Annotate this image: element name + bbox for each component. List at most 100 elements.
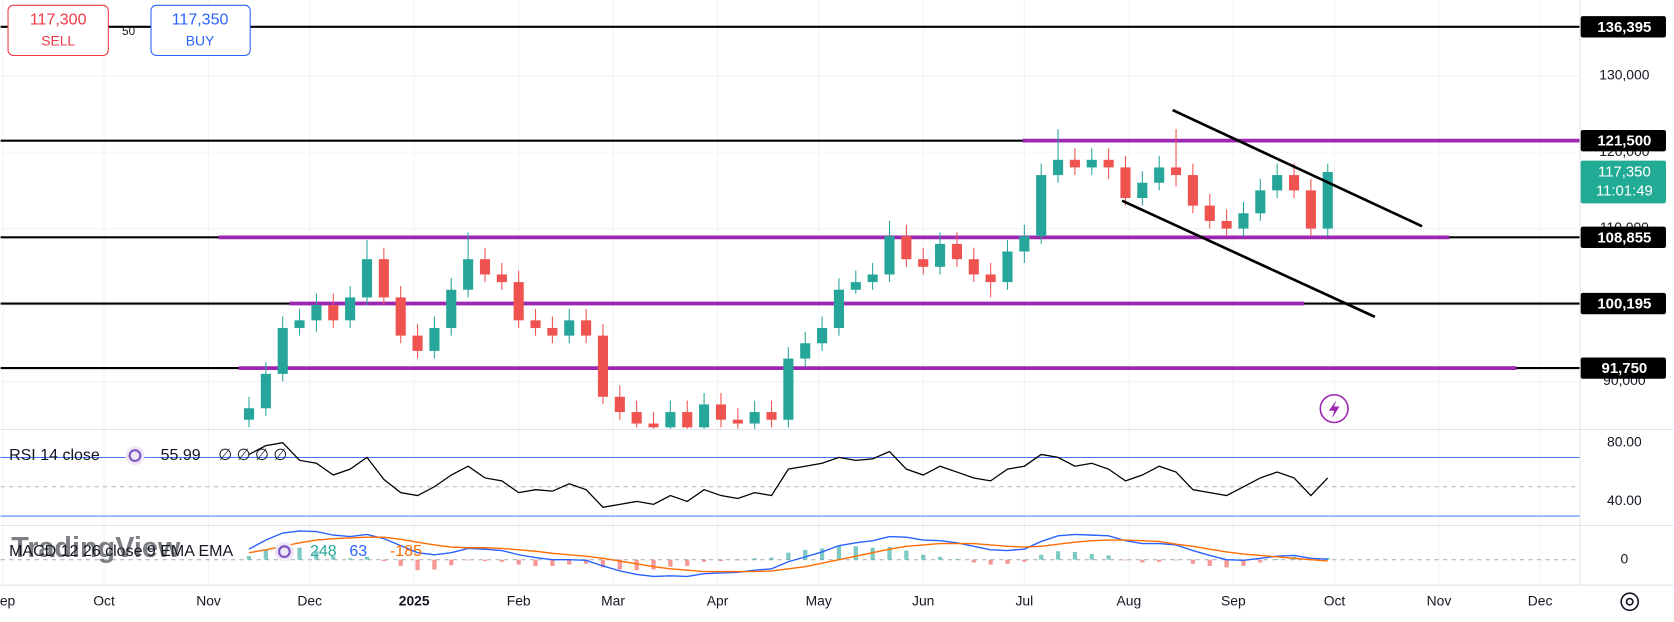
- grid: [0, 0, 1580, 585]
- macd-histogram: [449, 559, 454, 566]
- macd-histogram: [836, 545, 842, 560]
- candle-body: [1322, 172, 1333, 229]
- macd-tick-label: 0: [1621, 550, 1629, 566]
- macd-histogram: [381, 559, 386, 562]
- candle-body: [631, 412, 642, 424]
- candle-body: [463, 259, 474, 290]
- sell-button[interactable]: [7, 4, 109, 57]
- candle-body: [850, 282, 861, 290]
- candle-body: [783, 358, 794, 420]
- candle-body: [530, 320, 541, 328]
- rsi-line: [248, 442, 1329, 508]
- candle-body: [547, 327, 558, 336]
- candle-body: [732, 419, 743, 424]
- rsi-placeholders: ∅ ∅ ∅ ∅: [218, 447, 287, 464]
- candle-body: [1187, 175, 1198, 206]
- macd-histogram: [1173, 559, 1179, 561]
- candle-body: [682, 412, 693, 428]
- candle-body: [1255, 190, 1266, 214]
- candle-body: [901, 236, 912, 260]
- gear-icon[interactable]: [1620, 592, 1640, 612]
- macd-histogram: [853, 546, 858, 560]
- signal-value: -185: [390, 543, 422, 560]
- macd-histogram: [432, 559, 437, 570]
- macd-title: MACD 12 26 close 9 EMA EMA: [9, 543, 233, 560]
- trendline: [1172, 108, 1423, 228]
- x-tick-label: Sep: [1221, 592, 1246, 608]
- macd-histogram: [600, 559, 606, 568]
- x-tick-label: Nov: [1427, 592, 1452, 608]
- candle-body: [1002, 251, 1013, 283]
- candle-body: [1238, 213, 1249, 229]
- candle-body: [1069, 159, 1080, 168]
- macd-histogram: [1275, 558, 1280, 560]
- candle-body: [833, 289, 844, 328]
- macd-histogram: [971, 559, 976, 563]
- macd-histogram: [937, 556, 943, 560]
- x-tick-label: 2025: [399, 592, 430, 608]
- settings-icon[interactable]: [125, 445, 145, 466]
- macd-histogram: [347, 558, 353, 560]
- level-label: 100,195: [1597, 296, 1651, 313]
- macd-value: 63: [349, 543, 367, 560]
- countdown: 11:01:49: [1596, 183, 1653, 200]
- candle-body: [1103, 159, 1114, 168]
- candle-body: [328, 305, 339, 321]
- candle-body: [429, 327, 440, 351]
- macd-histogram: [364, 556, 370, 560]
- candle-body: [1120, 167, 1131, 199]
- candle-body: [665, 412, 676, 428]
- level-badge: [1580, 226, 1666, 249]
- macd-histogram: [1039, 554, 1044, 560]
- candle-body: [395, 297, 406, 336]
- x-tick-label: Dec: [1528, 592, 1553, 608]
- candle-body: [715, 404, 727, 420]
- price-pane: [0, 25, 1580, 429]
- macd-histogram: [1089, 554, 1094, 560]
- macd-histogram: [752, 558, 757, 560]
- macd-histogram: [499, 559, 504, 562]
- macd-histogram: [634, 559, 639, 571]
- candle-body: [513, 282, 524, 321]
- buy-button[interactable]: [150, 4, 251, 57]
- last-price-label: 117,350: [1598, 163, 1651, 180]
- candle-body: [749, 412, 760, 424]
- macd-histogram: [769, 557, 774, 560]
- macd-histogram: [583, 559, 589, 564]
- candle-body: [766, 412, 777, 420]
- settings-icon[interactable]: [274, 541, 294, 562]
- settings-icon-ring: [277, 545, 291, 558]
- macd-histogram: [415, 559, 420, 571]
- candle-body: [1305, 190, 1316, 229]
- candle-body: [1170, 167, 1182, 176]
- candle-body: [564, 320, 575, 336]
- candle-body: [968, 259, 979, 275]
- candle-body: [243, 408, 255, 420]
- macd-histogram: [1190, 559, 1196, 564]
- level-label: 108,855: [1597, 229, 1651, 246]
- candle-body: [294, 320, 305, 328]
- macd-histogram: [1308, 558, 1314, 560]
- candle-body: [378, 259, 389, 298]
- candle-body: [446, 289, 457, 328]
- gear-icon-center: [1625, 597, 1634, 606]
- level-label: 121,500: [1597, 133, 1651, 150]
- x-tick-label: Mar: [601, 592, 625, 608]
- candle-body: [884, 236, 895, 275]
- macd-histogram: [1258, 559, 1263, 563]
- level-badge: [1580, 130, 1666, 152]
- macd-line: [248, 536, 1328, 573]
- candle-body: [1272, 175, 1283, 191]
- candle-body: [985, 274, 996, 283]
- x-tick-label: Aug: [1117, 592, 1142, 608]
- spread: 50: [122, 25, 136, 38]
- settings-icon-ring: [128, 449, 142, 462]
- level-badge: [1580, 16, 1666, 38]
- macd-histogram: [988, 559, 993, 565]
- macd-histogram: [263, 549, 268, 560]
- macd-histogram: [1106, 555, 1111, 560]
- candle-body: [361, 259, 373, 298]
- level-label: 91,750: [1602, 360, 1648, 377]
